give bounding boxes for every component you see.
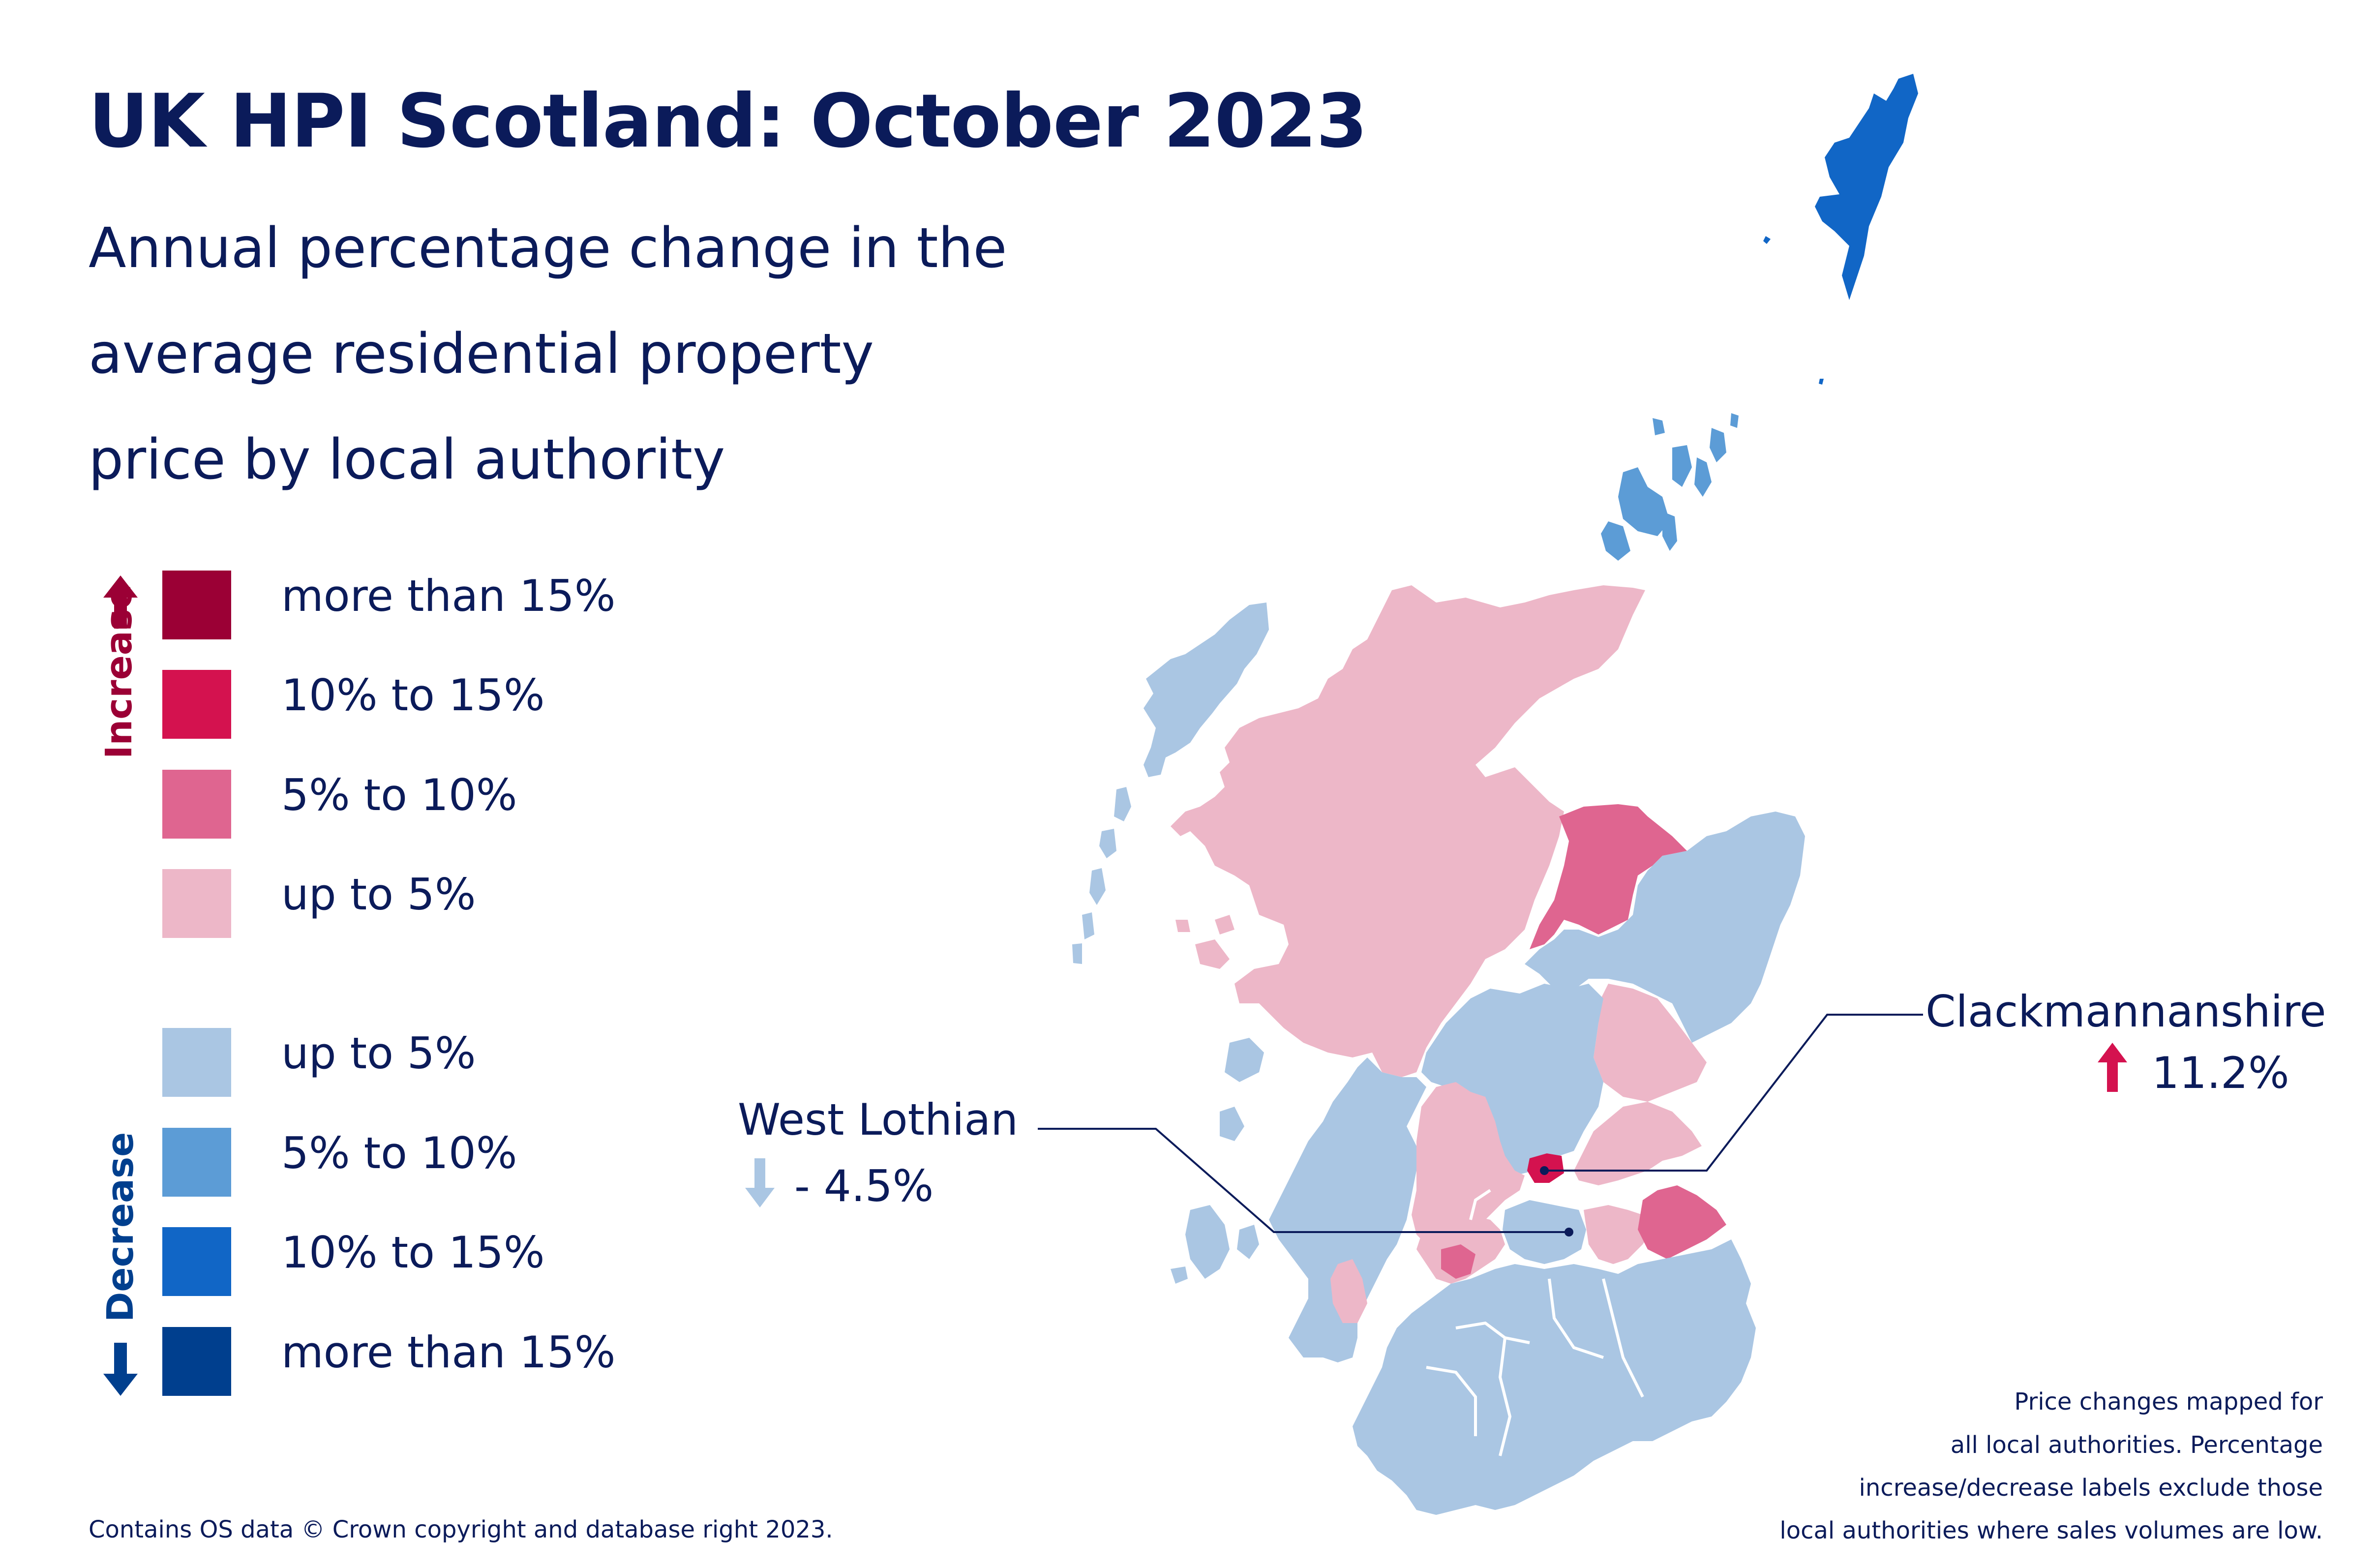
increase-arrow-icon — [103, 575, 138, 629]
clackmannanshire-label: Clackmannanshire — [1926, 986, 2326, 1037]
map-region-borders-dumfries — [1353, 1239, 1756, 1515]
subtitle-line-1: Annual percentage change in the — [89, 216, 1007, 280]
map-region-aberdeenshire — [1525, 812, 1805, 1043]
legend-swatch-increase-10-15 — [162, 670, 231, 739]
legend-label: up to 5% — [281, 1028, 476, 1079]
clackmannanshire-up-arrow-icon — [2098, 1043, 2127, 1092]
legend-swatch-increase-5-10 — [162, 770, 231, 839]
clackmannanshire-marker — [1540, 1166, 1549, 1175]
map-region-highland — [1171, 585, 1645, 1077]
subtitle-line-2: average residential property — [89, 322, 874, 386]
note-line-3: increase/decrease labels exclude those — [1859, 1474, 2323, 1502]
legend-swatch-decrease-15-plus — [162, 1327, 231, 1396]
note-line-4: local authorities where sales volumes ar… — [1779, 1517, 2323, 1544]
west-lothian-label: West Lothian — [738, 1094, 1019, 1145]
map-region-fife — [1574, 1102, 1702, 1185]
map-region-western-isles — [1072, 603, 1269, 964]
legend-label: more than 15% — [281, 571, 616, 621]
west-lothian-marker — [1565, 1228, 1573, 1236]
region-boundaries — [1426, 1189, 1644, 1456]
map-region-east-renfrewshire — [1441, 1244, 1475, 1279]
page-title: UK HPI Scotland: October 2023 — [89, 79, 1367, 164]
note-line-2: all local authorities. Percentage — [1950, 1431, 2323, 1459]
west-lothian-leader-line — [1038, 1128, 1569, 1233]
legend-swatch-decrease-10-15 — [162, 1227, 231, 1296]
legend-label: 5% to 10% — [281, 770, 517, 820]
subtitle-line-3: price by local authority — [89, 428, 725, 492]
map-region-arran — [1330, 1259, 1367, 1323]
map-region-perth-argyll — [1171, 984, 1603, 1362]
west-lothian-down-arrow-icon — [745, 1158, 775, 1207]
legend-label: 10% to 15% — [281, 670, 545, 721]
map-region-moray — [1530, 804, 1687, 949]
west-lothian-value: - 4.5% — [794, 1161, 934, 1211]
map-region-shetland — [1763, 74, 1918, 385]
map-region-angus — [1594, 984, 1707, 1102]
legend-label: 5% to 10% — [281, 1128, 517, 1178]
map-region-edinburgh — [1416, 1205, 1653, 1284]
legend-swatch-decrease-0-5 — [162, 1028, 231, 1097]
legend-swatch-increase-0-5 — [162, 869, 231, 938]
map-region-east-lothian — [1638, 1185, 1726, 1259]
legend-swatch-decrease-5-10 — [162, 1128, 231, 1197]
note-line-1: Price changes mapped for — [2014, 1388, 2323, 1416]
decrease-arrow-icon — [103, 1343, 138, 1396]
copyright-notice: Contains OS data © Crown copyright and d… — [89, 1516, 833, 1543]
clackmannanshire-leader-line — [1544, 1014, 1923, 1172]
legend-label: up to 5% — [281, 869, 476, 920]
map-region-orkney — [1601, 413, 1739, 561]
clackmannanshire-value: 11.2% — [2152, 1048, 2289, 1098]
legend-label: 10% to 15% — [281, 1227, 545, 1278]
legend-swatch-increase-15-plus — [162, 571, 231, 639]
legend-label: more than 15% — [281, 1327, 616, 1378]
map-region-stirling — [1412, 1082, 1525, 1244]
